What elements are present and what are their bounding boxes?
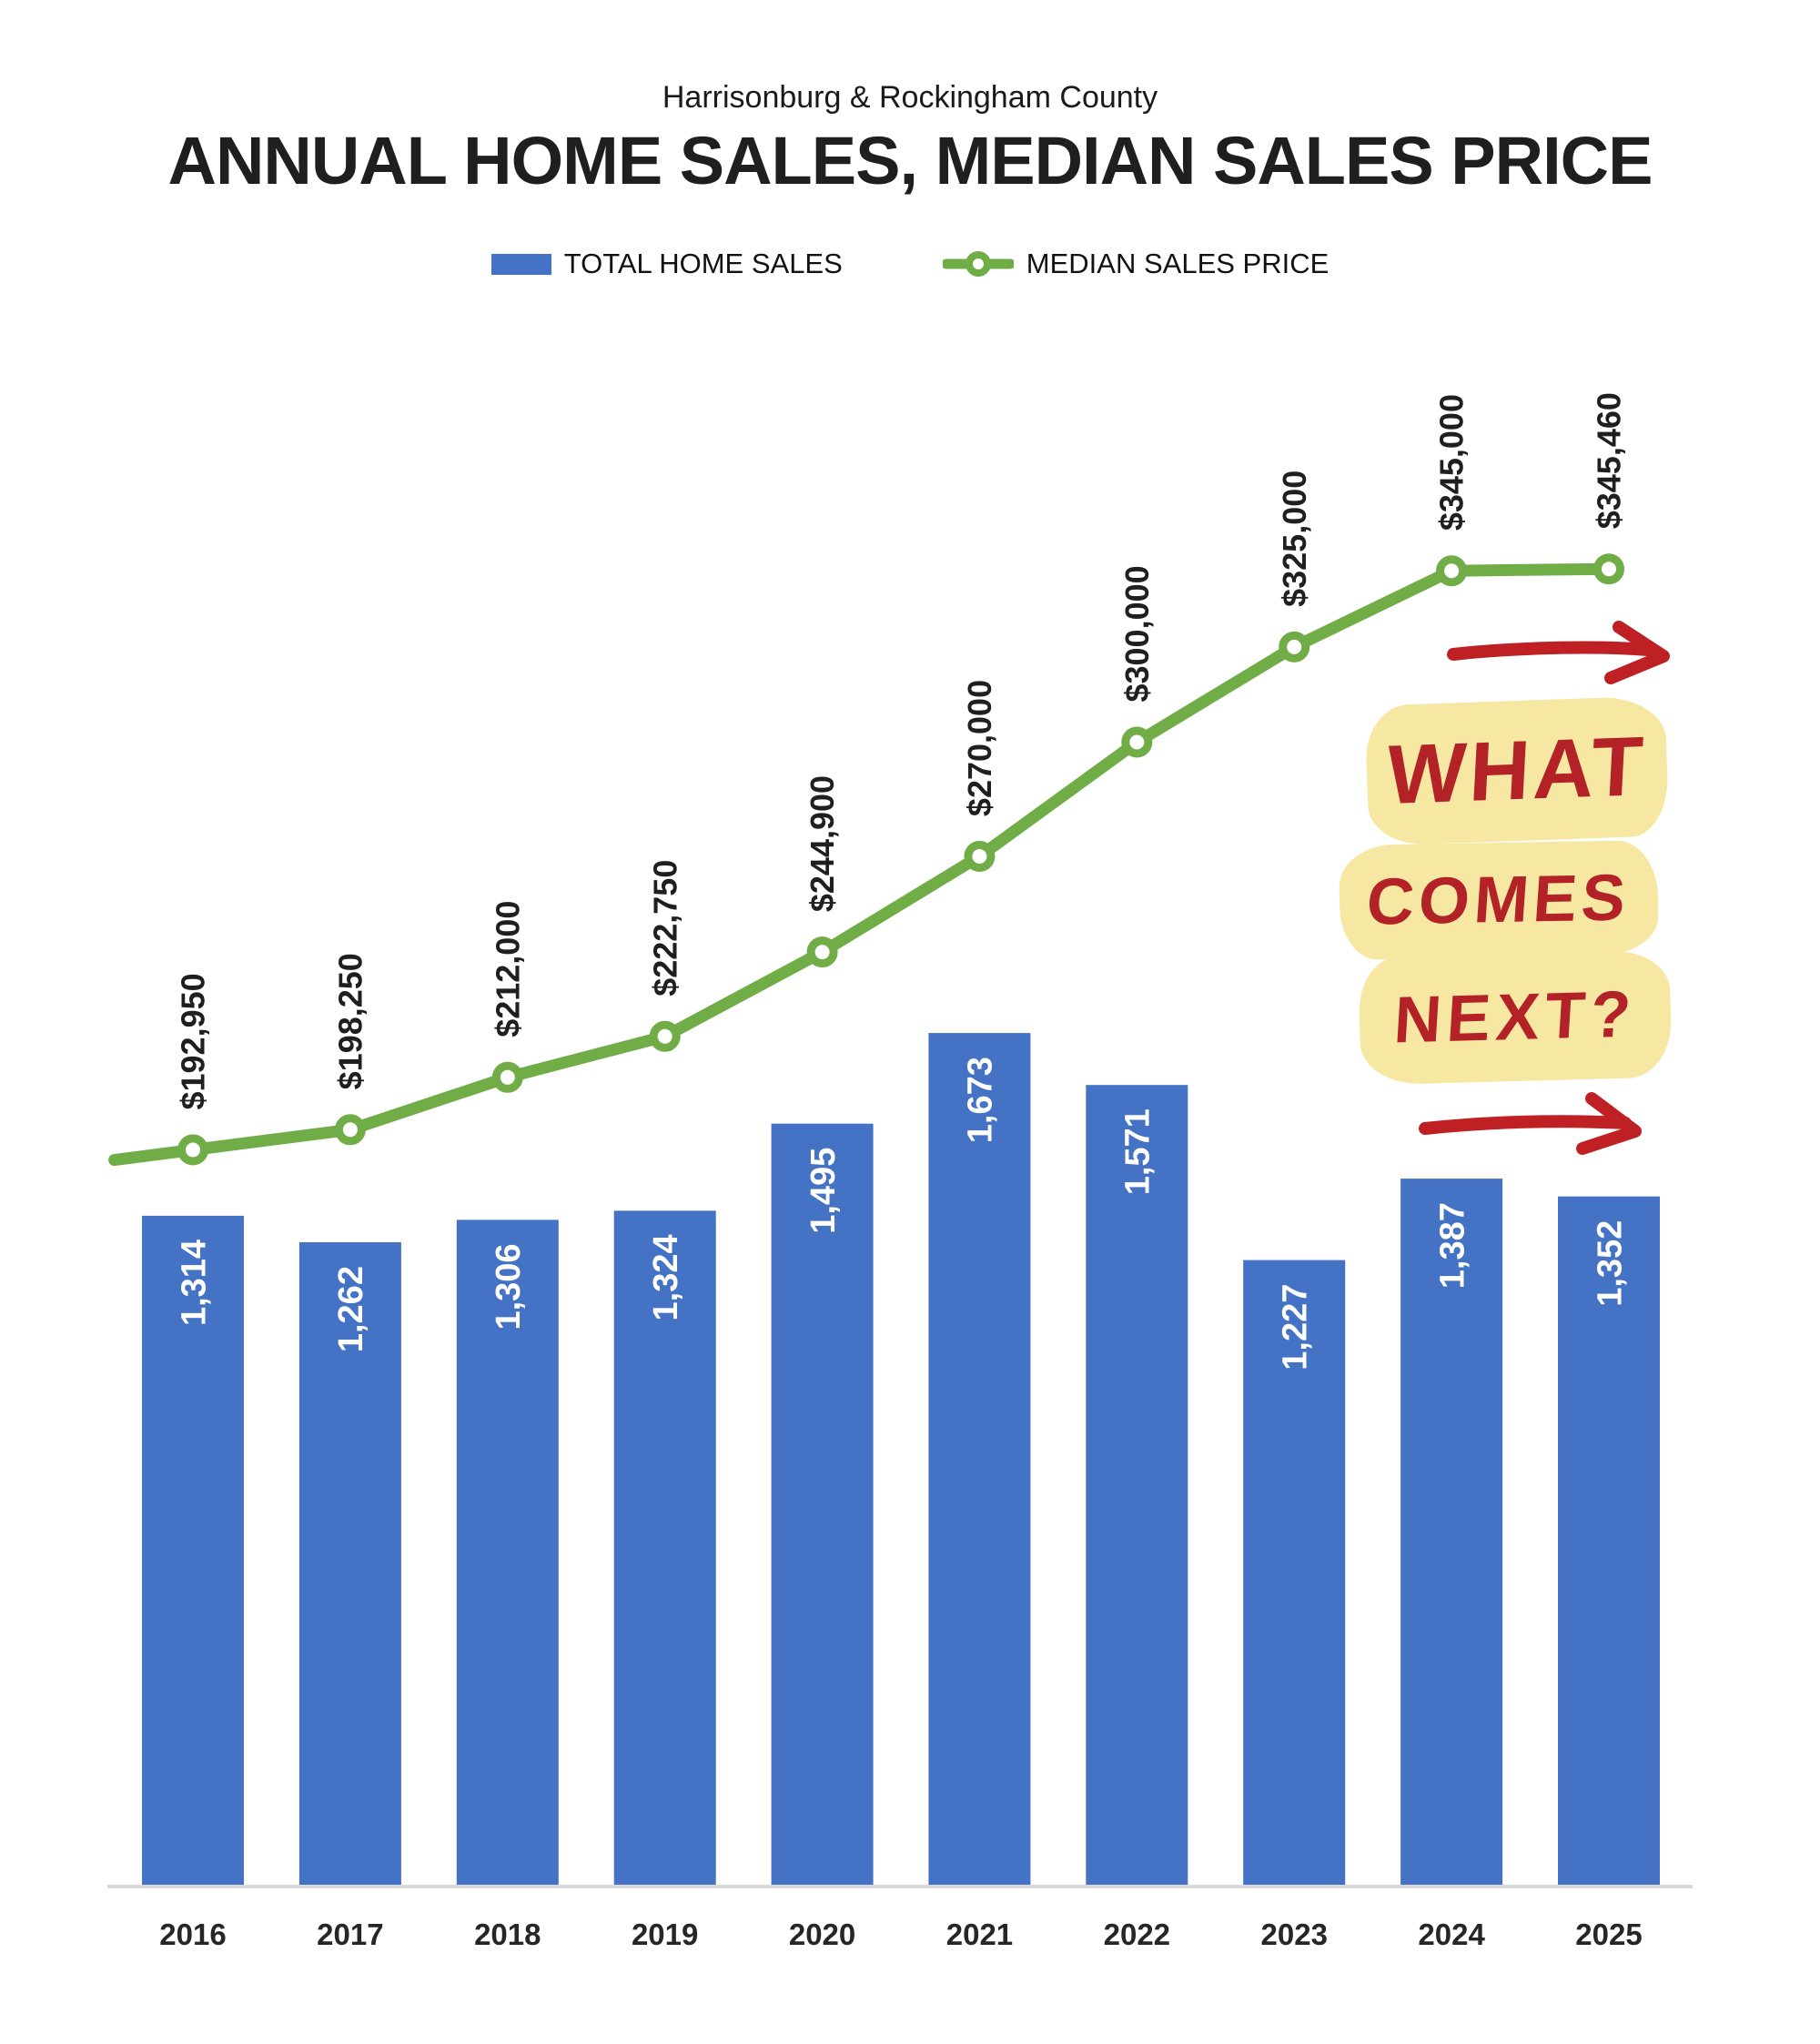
arrow-bottom-head [1576, 1092, 1642, 1155]
bar-swatch-icon [490, 253, 551, 275]
year-label-2023: 2023 [1261, 1918, 1328, 1951]
legend-label-median-sales-price: MEDIAN SALES PRICE [1026, 248, 1330, 279]
bar-label-2018: 1,306 [490, 1243, 528, 1330]
price-label-2019: $222,750 [646, 860, 683, 997]
line-marker-2016 [177, 1134, 208, 1166]
bar-2024 [1400, 1179, 1503, 1885]
highlight-blob: NEXT? [1358, 949, 1673, 1086]
year-label-2018: 2018 [474, 1918, 541, 1951]
price-label-2025: $345,460 [1591, 392, 1628, 529]
line-marker-icon [942, 251, 1014, 277]
chart-legend: TOTAL HOME SALES MEDIAN SALES PRICE [0, 248, 1820, 280]
bar-2022 [1086, 1085, 1188, 1885]
highlight-blob: COMES [1338, 839, 1660, 961]
bar-label-2022: 1,571 [1119, 1108, 1158, 1195]
line-marker-2022 [1121, 726, 1153, 758]
price-label-2016: $192,950 [175, 973, 212, 1109]
bar-2018 [456, 1219, 559, 1885]
arrow-bottom-shaft [1419, 1115, 1632, 1135]
price-label-2021: $270,000 [961, 680, 998, 816]
price-label-2024: $345,000 [1433, 394, 1471, 531]
arrow-top-head [1604, 621, 1670, 684]
bar-2017 [298, 1242, 401, 1885]
price-label-2017: $198,250 [331, 953, 369, 1089]
bar-2016 [142, 1215, 244, 1885]
bar-label-2023: 1,227 [1277, 1284, 1315, 1371]
legend-item-median-sales-price: MEDIAN SALES PRICE [942, 248, 1330, 280]
bar-2020 [771, 1123, 874, 1885]
legend-label-total-home-sales: TOTAL HOME SALES [563, 248, 843, 279]
line-marker-2019 [649, 1020, 681, 1052]
year-label-2020: 2020 [789, 1918, 855, 1951]
highlight-blob: WHAT [1364, 695, 1670, 846]
price-label-2020: $244,900 [804, 775, 841, 912]
year-label-2025: 2025 [1575, 1918, 1642, 1951]
line-marker-2020 [806, 936, 838, 968]
line-marker-2023 [1279, 631, 1310, 663]
annotation-line-1: WHAT [1384, 719, 1650, 822]
arrow-top-shaft [1447, 641, 1653, 661]
bar-label-2025: 1,352 [1591, 1220, 1629, 1307]
year-label-2021: 2021 [946, 1918, 1013, 1951]
bar-label-2020: 1,495 [804, 1148, 843, 1234]
year-label-2024: 2024 [1418, 1918, 1485, 1951]
line-marker-2024 [1436, 555, 1468, 587]
bar-label-2019: 1,324 [647, 1234, 685, 1321]
year-label-2022: 2022 [1104, 1918, 1170, 1951]
bar-2023 [1243, 1260, 1346, 1885]
bar-2021 [928, 1033, 1031, 1885]
bar-label-2016: 1,314 [175, 1240, 213, 1326]
line-marker-2025 [1593, 553, 1624, 585]
year-label-2019: 2019 [632, 1918, 698, 1951]
chart-title: ANNUAL HOME SALES, MEDIAN SALES PRICE [167, 123, 1653, 198]
annotation-line-3: NEXT? [1391, 977, 1639, 1057]
chart-subtitle: Harrisonburg & Rockingham County [662, 80, 1158, 115]
bar-label-2017: 1,262 [332, 1266, 370, 1352]
bar-2025 [1558, 1196, 1660, 1885]
line-marker-2021 [964, 841, 996, 872]
price-label-2018: $212,000 [489, 901, 526, 1037]
bar-label-2021: 1,673 [962, 1057, 1000, 1143]
price-label-2023: $325,000 [1276, 471, 1313, 607]
line-marker-2018 [491, 1061, 523, 1093]
price-label-2022: $300,000 [1118, 565, 1156, 702]
year-label-2017: 2017 [317, 1918, 383, 1951]
year-label-2016: 2016 [159, 1918, 226, 1951]
line-marker-2017 [334, 1114, 366, 1146]
legend-item-total-home-sales: TOTAL HOME SALES [490, 248, 843, 280]
bar-label-2024: 1,387 [1433, 1202, 1471, 1289]
bar-2019 [613, 1210, 716, 1885]
annotation-line-2: COMES [1364, 861, 1633, 939]
